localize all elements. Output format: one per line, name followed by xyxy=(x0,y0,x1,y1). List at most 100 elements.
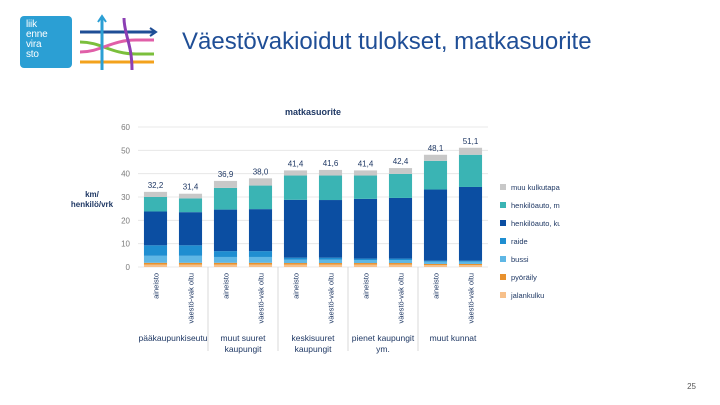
bar-segment xyxy=(248,256,273,263)
x-tick-label: väestö-vak oltu xyxy=(467,273,476,323)
y-tick-label: 50 xyxy=(121,146,130,155)
bar-segment xyxy=(178,264,203,267)
bar-segment xyxy=(283,263,308,265)
bar-segment xyxy=(248,185,273,210)
logo-line: sto xyxy=(26,49,39,60)
bar-segment xyxy=(318,257,343,260)
bar-segment xyxy=(388,197,413,259)
group-label: kaupungit xyxy=(295,344,333,354)
bar-segment xyxy=(283,199,308,258)
legend-label: pyöräily xyxy=(511,273,537,282)
y-tick-label: 40 xyxy=(121,170,130,179)
total-value-label: 41,4 xyxy=(358,159,374,168)
x-tick-label: aineisto xyxy=(152,273,161,299)
bar-segment xyxy=(388,264,413,267)
bar-segment xyxy=(143,262,168,265)
bar-segment xyxy=(423,265,448,267)
bar-segment xyxy=(283,259,308,264)
total-value-label: 41,6 xyxy=(323,159,339,168)
bar-segment xyxy=(458,147,483,155)
y-tick-label: 10 xyxy=(121,240,130,249)
legend-swatch xyxy=(500,292,506,298)
y-tick-label: 60 xyxy=(121,123,130,132)
bar-segment xyxy=(423,160,448,190)
bar-segment xyxy=(353,263,378,265)
bar-segment xyxy=(458,154,483,187)
bar-segment xyxy=(143,211,168,246)
bar-segment xyxy=(353,258,378,260)
bar-segment xyxy=(458,261,483,264)
bar-segment xyxy=(283,264,308,267)
bar-segment xyxy=(213,264,238,267)
total-value-label: 51,1 xyxy=(463,137,479,146)
bar-segment xyxy=(353,198,378,259)
chart-title: matkasuorite xyxy=(285,107,341,117)
bar-segment xyxy=(178,198,203,213)
legend-label: jalankulku xyxy=(510,291,544,300)
bar-segment xyxy=(143,197,168,212)
total-value-label: 36,9 xyxy=(218,170,234,179)
bar-segment xyxy=(458,186,483,261)
group-label: pääkaupunkiseutu xyxy=(138,333,207,343)
total-value-label: 38,0 xyxy=(253,167,269,176)
bar-segment xyxy=(318,259,343,264)
total-value-label: 42,4 xyxy=(393,157,409,166)
bar-segment xyxy=(318,200,343,258)
legend-swatch xyxy=(500,220,506,226)
legend-label: bussi xyxy=(511,255,529,264)
group-label: muut suuret xyxy=(221,333,267,343)
bar-segment xyxy=(388,173,413,198)
bar-segment xyxy=(143,245,168,256)
bar-segment xyxy=(423,263,448,266)
bar-segment xyxy=(388,260,413,264)
bar-segment xyxy=(248,251,273,257)
x-tick-label: aineisto xyxy=(362,273,371,299)
bar-segment xyxy=(388,263,413,265)
bar-segment xyxy=(213,262,238,265)
bar-segment xyxy=(318,175,343,201)
bar-segment xyxy=(458,260,483,262)
bar-segment xyxy=(458,265,483,267)
bar-segment xyxy=(423,154,448,161)
bar-segment xyxy=(143,264,168,267)
bar-segment xyxy=(318,264,343,267)
y-axis-label: km/ xyxy=(85,190,100,199)
logo-arrows-icon xyxy=(79,14,158,71)
bar-segment xyxy=(213,256,238,263)
bar-segment xyxy=(178,245,203,256)
bar-segment xyxy=(178,255,203,263)
total-value-label: 48,1 xyxy=(428,144,444,153)
bar-segment xyxy=(213,180,238,188)
bar-segment xyxy=(283,175,308,200)
bar-segment xyxy=(423,189,448,261)
bar-segment xyxy=(283,257,308,260)
bar-segment xyxy=(318,169,343,176)
matkasuorite-chart: matkasuorite 0 10 20 30 40 50 60 km/henkilö/vrk 3… xyxy=(71,107,560,354)
x-tick-label: aineisto xyxy=(292,273,301,299)
bar-segment xyxy=(353,170,378,176)
bar-segment xyxy=(178,193,203,199)
bar-segment xyxy=(248,264,273,267)
legend-swatch xyxy=(500,202,506,208)
legend-label: henkilöauto, matkustaja xyxy=(511,201,560,210)
y-tick-label: 20 xyxy=(121,216,130,225)
legend-label: raide xyxy=(511,237,528,246)
bar-segment xyxy=(423,261,448,264)
bar-segment xyxy=(213,251,238,257)
legend-label: henkilöauto, kuljettaja xyxy=(511,219,560,228)
bar-segment xyxy=(423,260,448,262)
bar-segment xyxy=(388,258,413,260)
logo-line: liik xyxy=(26,19,37,30)
bar-segment xyxy=(353,264,378,267)
group-label: muut kunnat xyxy=(430,333,477,343)
bar-segment xyxy=(248,178,273,186)
bar-segment xyxy=(458,263,483,266)
y-tick-label: 30 xyxy=(121,193,130,202)
total-value-label: 41,4 xyxy=(288,159,304,168)
legend-swatch xyxy=(500,238,506,244)
bar-segment xyxy=(248,209,273,252)
bar-segment xyxy=(283,170,308,176)
bar-segment xyxy=(213,187,238,210)
group-label: kaupungit xyxy=(225,344,263,354)
total-value-label: 31,4 xyxy=(183,183,199,192)
